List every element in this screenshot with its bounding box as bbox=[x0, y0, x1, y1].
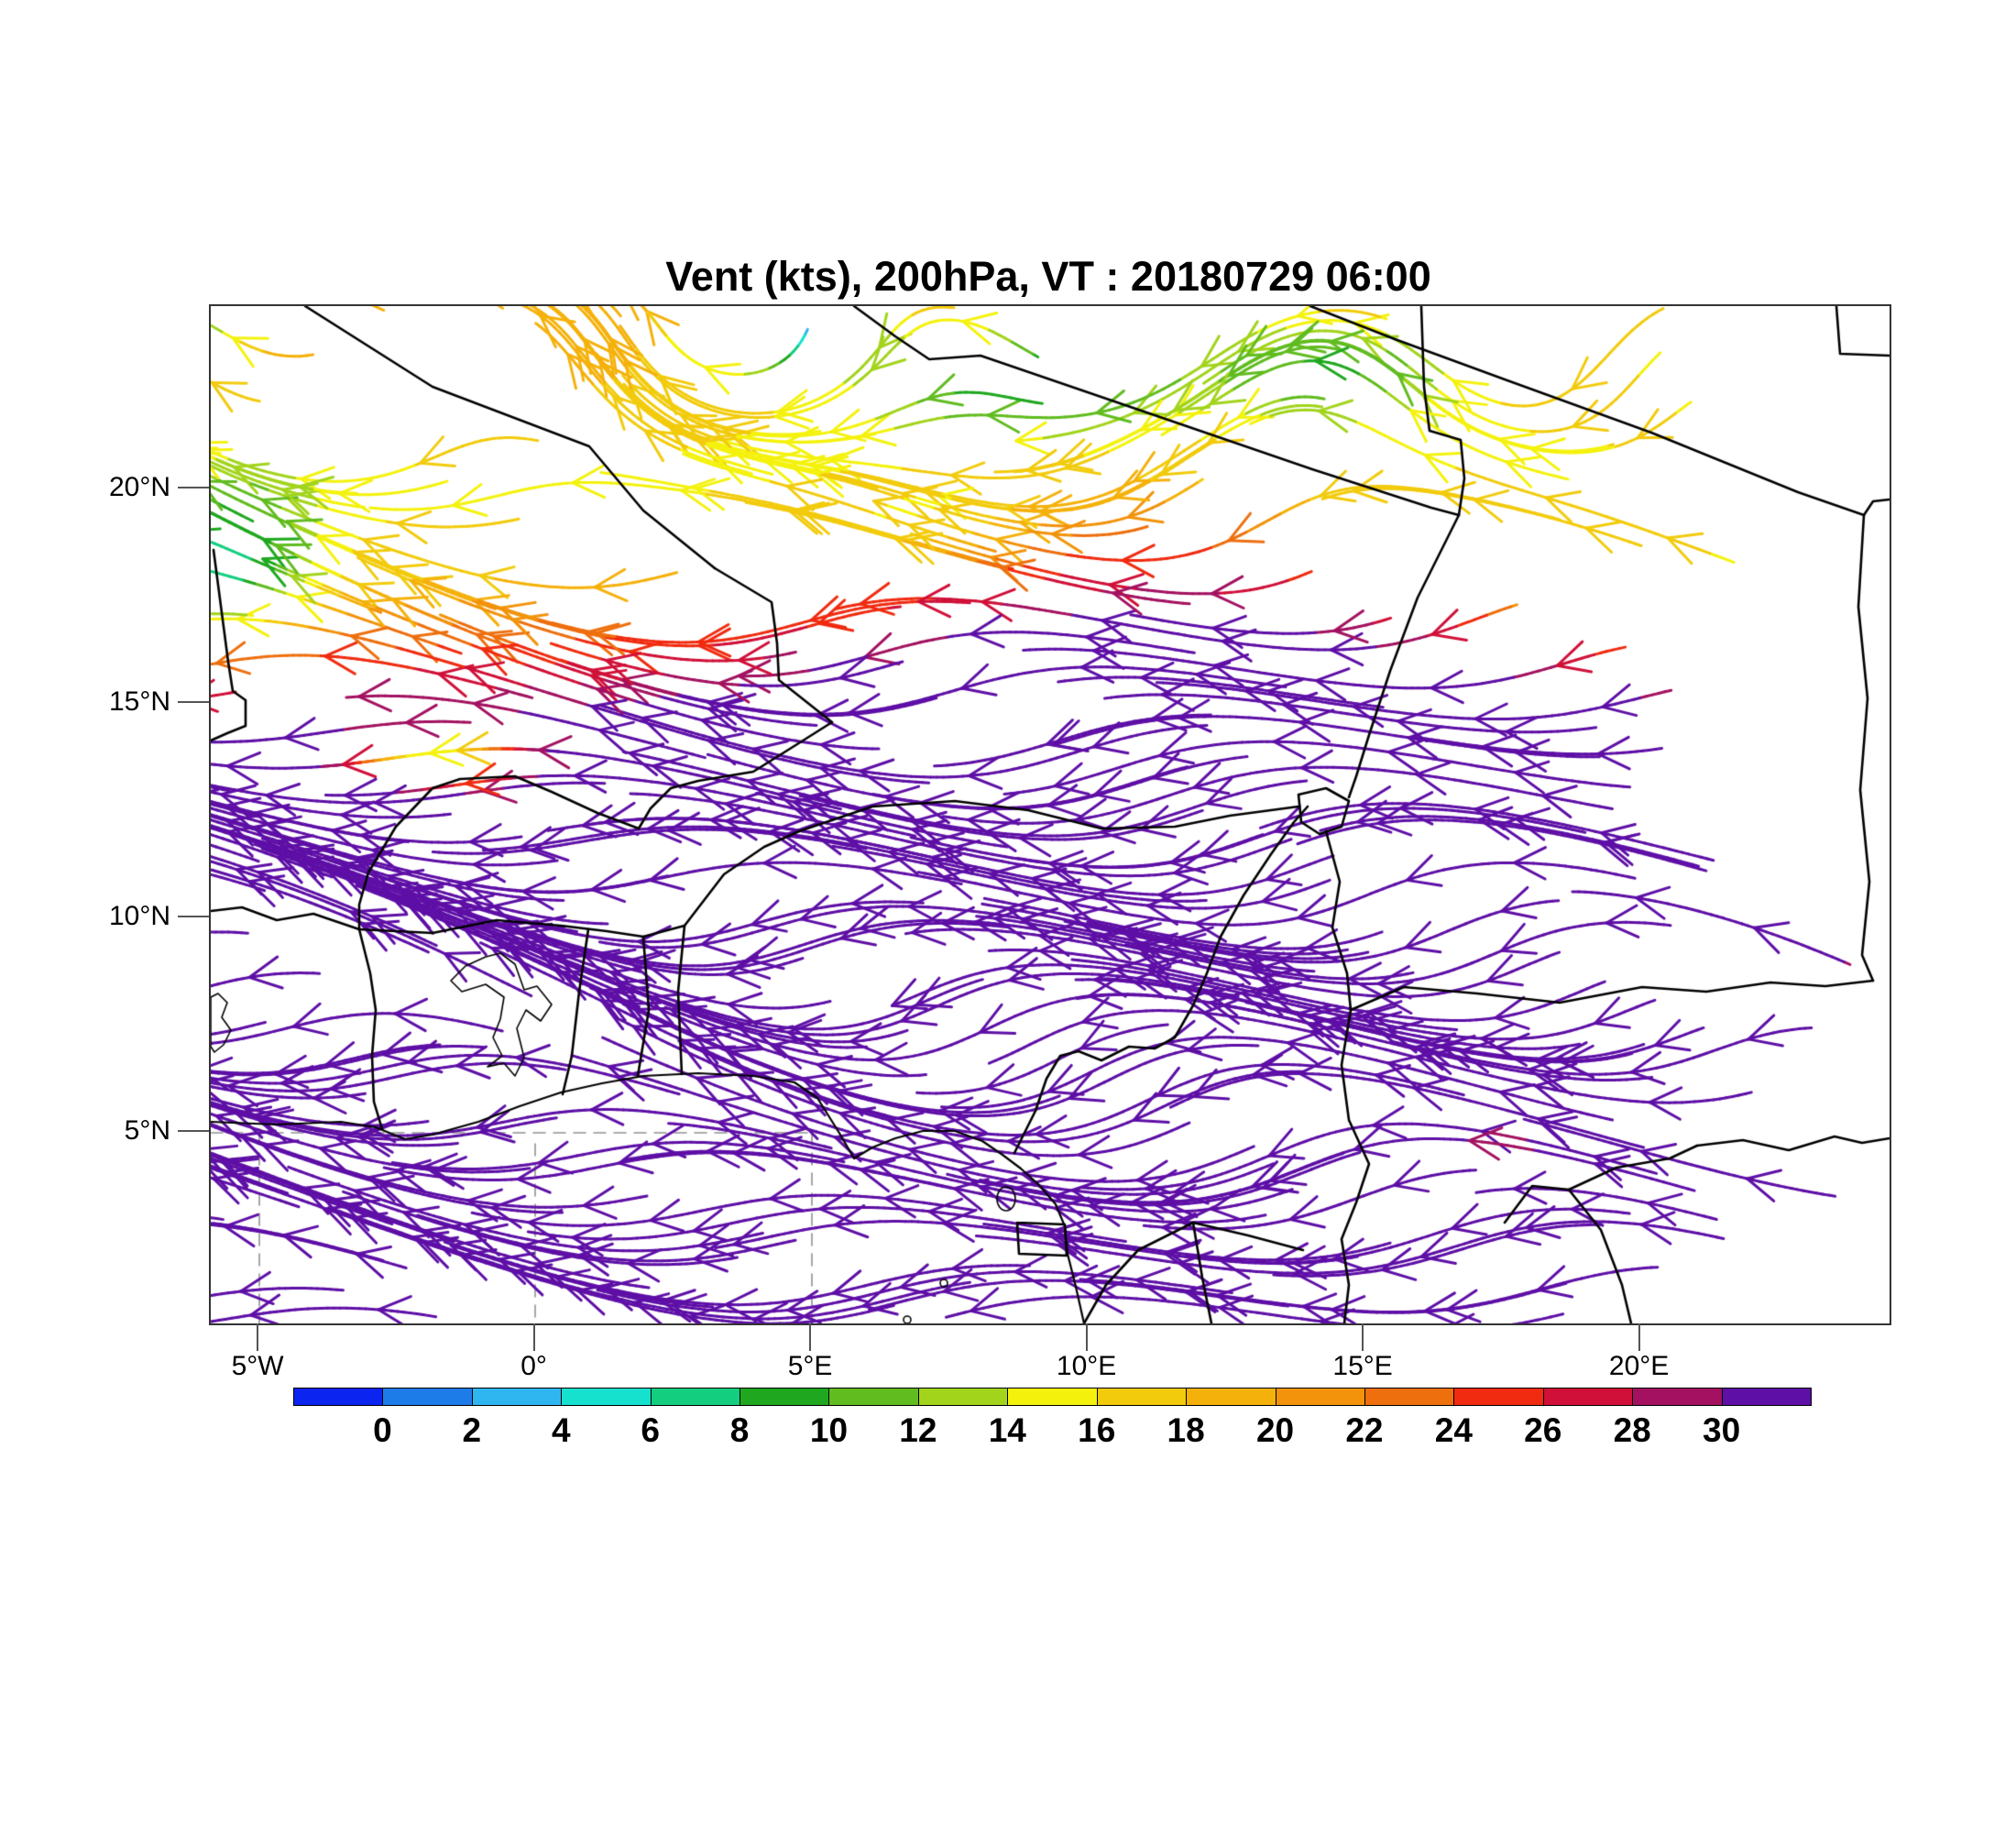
lon-tick bbox=[257, 1323, 259, 1351]
lon-tick bbox=[809, 1323, 812, 1351]
colorbar-cell bbox=[293, 1388, 384, 1406]
wind-streamline-canvas bbox=[211, 306, 1890, 1323]
lon-tick-label: 5°E bbox=[787, 1351, 833, 1381]
map-plot-area bbox=[209, 304, 1891, 1325]
colorbar-tick-label: 30 bbox=[1703, 1411, 1741, 1449]
lon-tick bbox=[532, 1323, 535, 1351]
lon-tick-label: 15°E bbox=[1332, 1351, 1393, 1381]
colorbar-cell bbox=[1275, 1388, 1366, 1406]
lon-tick bbox=[1085, 1323, 1088, 1351]
colorbar-cell bbox=[917, 1388, 1009, 1406]
colorbar-cell bbox=[1453, 1388, 1545, 1406]
colorbar-cell bbox=[1096, 1388, 1188, 1406]
lat-tick bbox=[178, 1129, 209, 1132]
lat-tick-label: 10°N bbox=[108, 900, 170, 931]
colorbar-cell bbox=[740, 1388, 830, 1406]
lat-tick-label: 20°N bbox=[108, 471, 170, 502]
lon-tick-label: 5°W bbox=[231, 1351, 284, 1381]
lon-tick bbox=[1362, 1323, 1364, 1351]
colorbar-tick-label: 6 bbox=[641, 1411, 660, 1449]
colorbar-cell bbox=[471, 1388, 563, 1406]
lat-tick-label: 5°N bbox=[124, 1114, 170, 1146]
lon-tick-label: 20°E bbox=[1608, 1351, 1670, 1381]
colorbar-cell bbox=[1721, 1388, 1813, 1406]
colorbar-tick-label: 28 bbox=[1613, 1411, 1651, 1449]
colorbar-tick-label: 12 bbox=[899, 1411, 937, 1449]
colorbar-tick-label: 14 bbox=[988, 1411, 1026, 1449]
chart-title: Vent (kts), 200hPa, VT : 20180729 06:00 bbox=[665, 253, 1431, 300]
colorbar-cell bbox=[1007, 1388, 1099, 1406]
colorbar-tick-label: 18 bbox=[1167, 1411, 1205, 1449]
colorbar-tick-label: 20 bbox=[1255, 1411, 1295, 1449]
lat-tick bbox=[178, 700, 209, 703]
colorbar-cell bbox=[1364, 1388, 1455, 1406]
colorbar-tick-label: 24 bbox=[1434, 1411, 1473, 1449]
colorbar-tick-label: 4 bbox=[551, 1411, 571, 1449]
colorbar-cell bbox=[1186, 1388, 1277, 1406]
lat-tick bbox=[178, 915, 209, 917]
colorbar-cell bbox=[650, 1388, 741, 1406]
colorbar-cell bbox=[561, 1388, 652, 1406]
lon-tick-label: 10°E bbox=[1056, 1351, 1117, 1381]
colorbar-cell bbox=[1632, 1388, 1724, 1406]
colorbar-tick-label: 8 bbox=[729, 1411, 750, 1449]
colorbar-tick-label: 0 bbox=[373, 1411, 392, 1449]
lat-tick-label: 15°N bbox=[108, 686, 170, 717]
lat-tick bbox=[178, 486, 209, 488]
lon-tick-label: 0° bbox=[520, 1351, 547, 1381]
lon-tick bbox=[1638, 1323, 1640, 1351]
colorbar-cell bbox=[828, 1388, 920, 1406]
colorbar-cell bbox=[382, 1388, 474, 1406]
colorbar-tick-label: 16 bbox=[1078, 1411, 1116, 1449]
colorbar-tick-label: 10 bbox=[809, 1411, 849, 1449]
colorbar-cell bbox=[1542, 1388, 1634, 1406]
colorbar-tick-label: 22 bbox=[1345, 1411, 1384, 1449]
colorbar-tick-label: 2 bbox=[462, 1411, 482, 1449]
colorbar-tick-label: 26 bbox=[1524, 1411, 1562, 1449]
